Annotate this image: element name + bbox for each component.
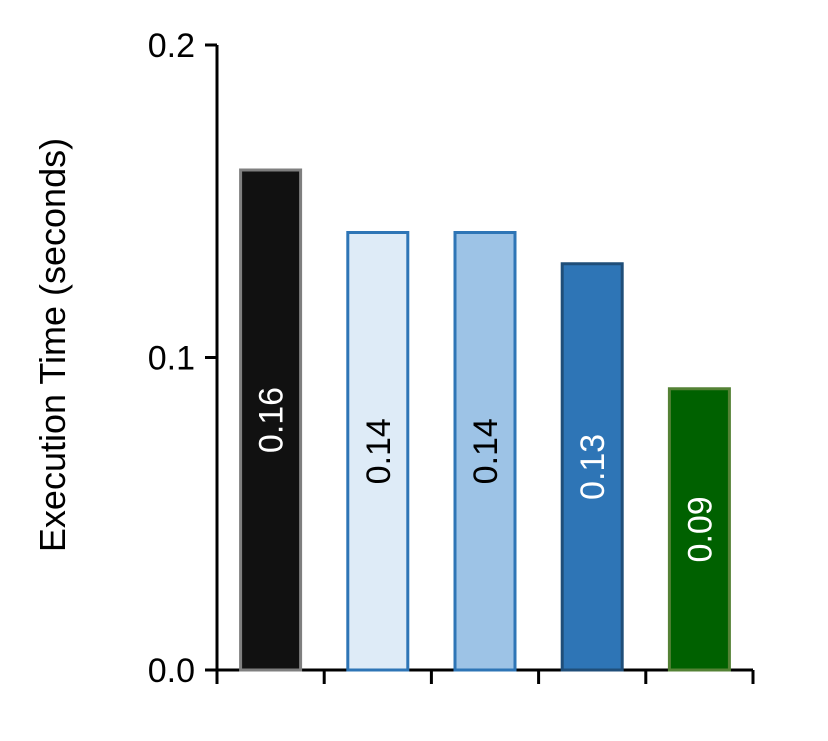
bar — [453, 231, 517, 672]
bar-value-label: 0.16 — [253, 387, 291, 453]
bar — [239, 168, 303, 672]
y-tick-label: 0.1 — [148, 340, 195, 378]
bar — [667, 387, 731, 672]
bar-value-label: 0.09 — [681, 496, 719, 562]
bars: 0.16 0.14 0.14 0.13 0.09 — [239, 168, 731, 672]
y-tick-label: 0.0 — [148, 652, 195, 690]
y-axis: 0.0 0.1 0.2 — [148, 27, 219, 690]
bar-value-label: 0.14 — [467, 418, 505, 484]
y-tick-label: 0.2 — [148, 27, 195, 65]
x-axis — [215, 668, 755, 684]
y-axis-label: Execution Time (seconds) — [32, 138, 73, 552]
bar-value-label: 0.13 — [574, 434, 612, 500]
bar — [560, 262, 624, 672]
bar-value-label: 0.14 — [360, 418, 398, 484]
bar — [346, 231, 410, 672]
